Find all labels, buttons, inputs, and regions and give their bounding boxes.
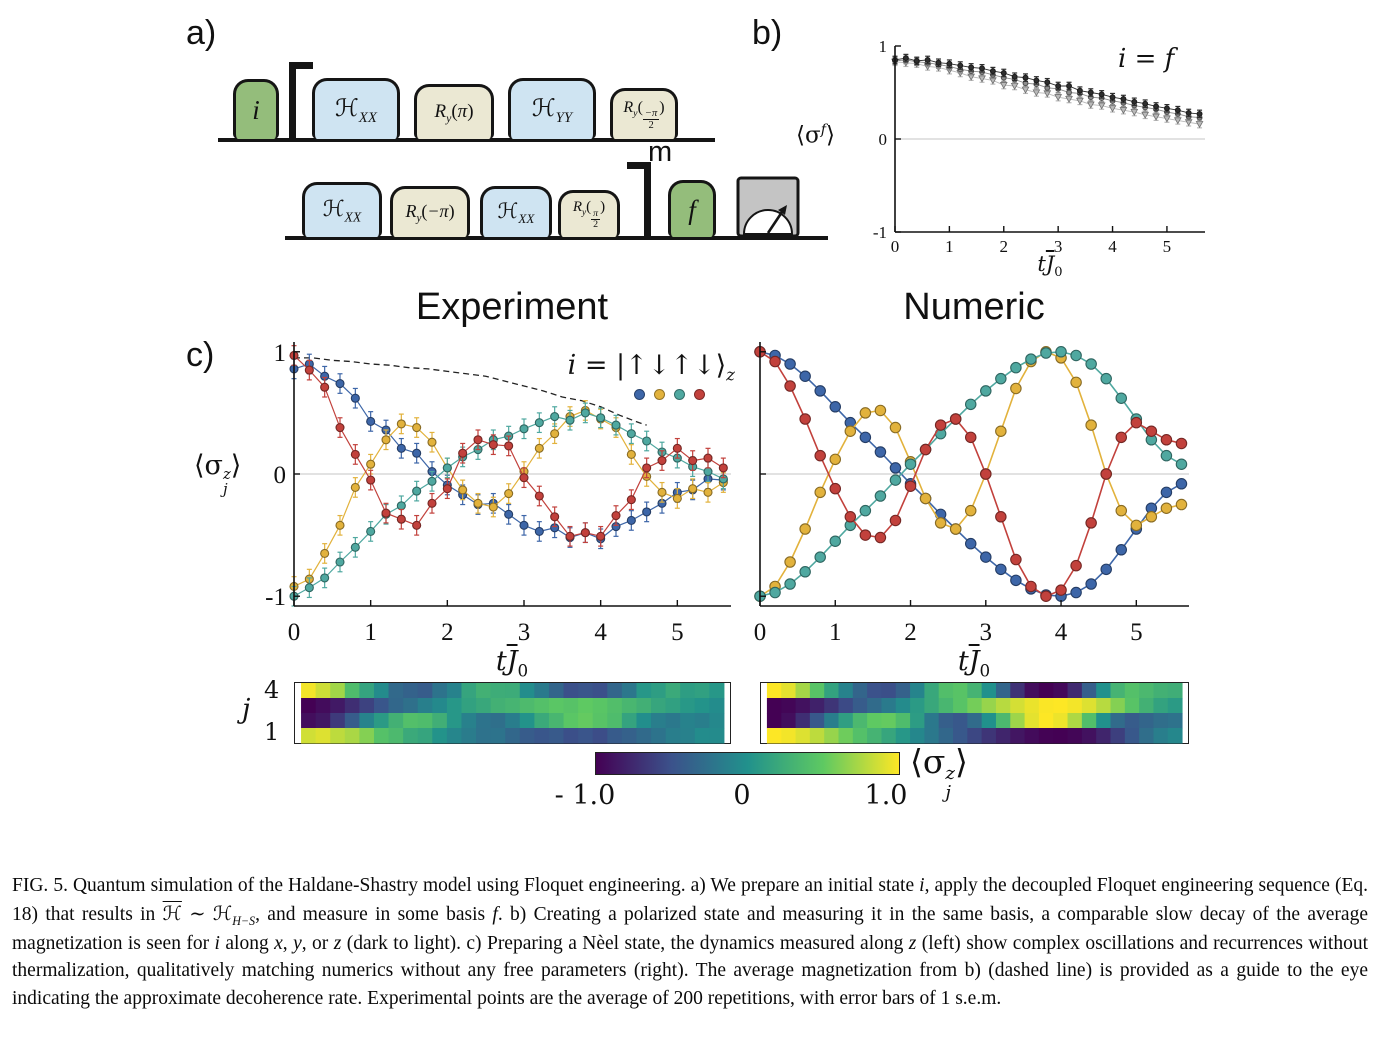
colorbar xyxy=(595,752,900,775)
pulse-ry-pi-half: Ry(π 2) xyxy=(558,190,620,237)
svg-text:-1: -1 xyxy=(265,584,286,611)
heatmap-axis-label: j xyxy=(242,694,251,725)
bracket-close-icon xyxy=(627,162,651,240)
numeric-title: Numeric xyxy=(903,286,1045,328)
svg-text:3: 3 xyxy=(518,619,531,646)
axes: 0 1 2 3 4 5 xyxy=(754,342,1189,646)
svg-text:3: 3 xyxy=(1054,237,1063,256)
heatmap-row-label-bottom: 1 xyxy=(264,718,280,746)
svg-text:4: 4 xyxy=(594,619,607,646)
experiment-heatmap xyxy=(294,682,731,744)
series-i-along-x-(dark) xyxy=(892,53,1203,119)
colorbar-label: ⟨σ z j ⟩ xyxy=(910,742,968,803)
svg-text:3: 3 xyxy=(980,619,993,646)
svg-text:1: 1 xyxy=(945,237,954,256)
svg-text:-1: -1 xyxy=(873,223,887,242)
pulse-ry-minus-pi-half: Ry(−π 2) xyxy=(610,88,678,139)
svg-text:1: 1 xyxy=(274,340,287,367)
panel-b-annotation: i = f xyxy=(1118,44,1175,74)
svg-text:0: 0 xyxy=(879,130,888,149)
sigma-z-ylabel: ⟨σ z j ⟩ xyxy=(194,450,242,499)
colorbar-tick-pos: 1.0 xyxy=(864,780,908,811)
pulse-ry-pi: Ry(π) xyxy=(414,84,494,139)
series-site-1 xyxy=(754,346,1188,602)
svg-text:2: 2 xyxy=(1000,237,1009,256)
svg-text:0: 0 xyxy=(754,619,767,646)
experiment-title: Experiment xyxy=(415,286,609,328)
experiment-xlabel: tJ0 xyxy=(495,646,529,681)
series-site-4 xyxy=(289,345,728,547)
axes: 0 1 2 3 4 510-1 xyxy=(873,37,1205,256)
pulse-baseline-row1 xyxy=(218,138,715,142)
series-site-2 xyxy=(754,346,1188,602)
repeat-exponent: m xyxy=(648,136,673,168)
panel-b-plot: 0 1 2 3 4 510-1 xyxy=(873,37,1205,256)
legend-dot-site4 xyxy=(694,389,705,400)
pulse-hyy-row1: ℋYY xyxy=(508,78,596,139)
panel-a-label: a) xyxy=(186,14,217,52)
legend-dots xyxy=(634,389,705,400)
experiment-legend: i = |↑↓↑↓⟩z xyxy=(567,350,735,385)
pulse-hxx-row2-a: ℋXX xyxy=(302,182,382,237)
svg-text:4: 4 xyxy=(1055,619,1068,646)
svg-text:1: 1 xyxy=(879,37,888,56)
panel-b-label: b) xyxy=(752,14,783,52)
numeric-plot: 0 1 2 3 4 5 xyxy=(754,342,1189,646)
pulse-initial-state: i xyxy=(233,79,279,139)
legend-dot-site3 xyxy=(674,389,685,400)
decay-guide-line xyxy=(294,357,647,426)
pulse-hxx-row2-b: ℋXX xyxy=(480,186,552,237)
svg-text:0: 0 xyxy=(891,237,900,256)
colorbar-tick-neg: - 1.0 xyxy=(554,780,616,811)
legend-dot-site2 xyxy=(654,389,665,400)
pulse-hxx-row1: ℋXX xyxy=(312,78,400,139)
svg-text:5: 5 xyxy=(671,619,684,646)
svg-text:2: 2 xyxy=(904,619,917,646)
pulse-baseline-row2 xyxy=(285,236,828,240)
svg-text:5: 5 xyxy=(1163,237,1172,256)
svg-text:1: 1 xyxy=(364,619,377,646)
heatmap-row-label-top: 4 xyxy=(264,676,280,704)
svg-text:0: 0 xyxy=(274,462,287,489)
numeric-xlabel: tJ0 xyxy=(957,646,991,681)
svg-text:5: 5 xyxy=(1130,619,1143,646)
measurement-meter-icon xyxy=(736,176,800,238)
svg-text:4: 4 xyxy=(1108,237,1117,256)
pulse-final-state: f xyxy=(668,180,716,237)
experiment-plot: 0 1 2 3 4 510-1 xyxy=(265,340,731,646)
figure-caption: FIG. 5. Quantum simulation of the Haldan… xyxy=(12,875,1369,1010)
svg-text:0: 0 xyxy=(288,619,301,646)
pulse-ry-minus-pi: Ry(−π) xyxy=(390,186,470,237)
bracket-open-icon xyxy=(289,62,313,142)
axes: 0 1 2 3 4 510-1 xyxy=(265,340,731,646)
colorbar-tick-zero: 0 xyxy=(733,780,751,811)
svg-text:1: 1 xyxy=(829,619,842,646)
svg-text:2: 2 xyxy=(441,619,454,646)
panel-b-ylabel: ⟨σf⟩ xyxy=(796,122,835,149)
legend-dot-site1 xyxy=(634,389,645,400)
panel-c-label: c) xyxy=(186,336,215,374)
panel-b-xlabel: tJ0 xyxy=(1037,252,1063,281)
numeric-heatmap xyxy=(760,682,1189,744)
